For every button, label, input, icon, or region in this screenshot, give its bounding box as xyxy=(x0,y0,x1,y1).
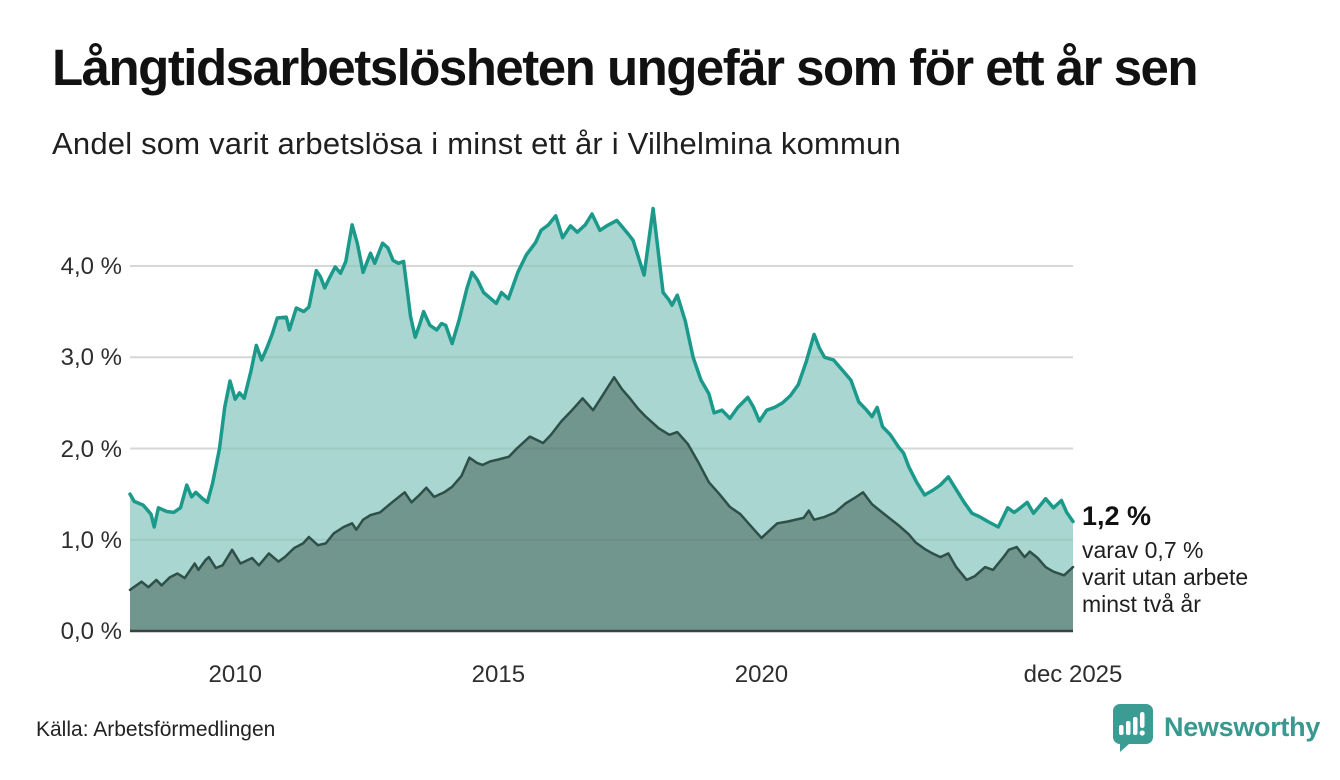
source-note: Källa: Arbetsförmedlingen xyxy=(36,718,276,741)
y-axis-tick-label: 3,0 % xyxy=(60,344,122,372)
x-axis-tick-label: dec 2025 xyxy=(1023,661,1123,688)
x-axis-tick-label: 2020 xyxy=(734,661,789,688)
x-axis-tick-label: 2015 xyxy=(471,661,526,688)
end-value-headline: 1,2 % xyxy=(1082,501,1152,531)
series-min_two_years-line xyxy=(128,376,1075,592)
x-axis-tick-label: 2010 xyxy=(208,661,262,688)
end-value-annotation: 1,2 % varav 0,7 % varit utan arbete mins… xyxy=(1082,501,1332,618)
logo-wordmark: Newsworthy xyxy=(1164,711,1321,742)
speech-bubble-chart-icon xyxy=(1113,704,1153,752)
newsworthy-logo: Newsworthy xyxy=(1110,702,1320,752)
chart-subtitle: Andel som varit arbetslösa i minst ett å… xyxy=(52,126,901,161)
y-axis-tick-label: 2,0 % xyxy=(60,435,122,463)
annotation-line-3: minst två år xyxy=(1082,591,1201,617)
annotation-line-2: varit utan arbete xyxy=(1082,564,1249,590)
y-axis-tick-label: 0,0 % xyxy=(60,618,122,645)
y-axis-tick-label: 1,0 % xyxy=(60,526,122,554)
chart-title: Långtidsarbetslösheten ungefär som för e… xyxy=(52,39,1199,96)
series-min_one_year-line xyxy=(128,206,1075,529)
series-min_two_years-area xyxy=(130,377,1073,631)
y-axis-tick-label: 4,0 % xyxy=(60,253,122,280)
annotation-line-1: varav 0,7 % xyxy=(1082,537,1204,563)
